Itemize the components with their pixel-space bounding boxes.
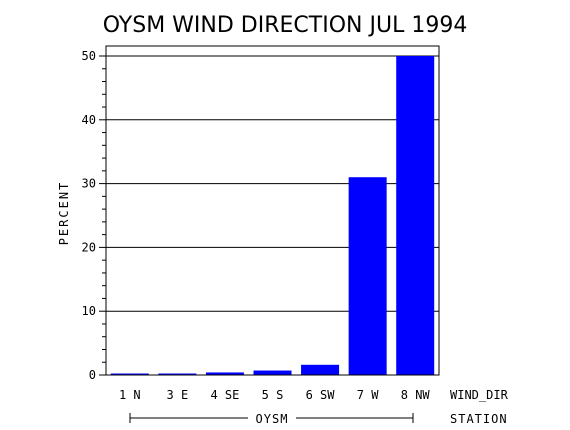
bar xyxy=(158,373,197,375)
y-tick-label: 10 xyxy=(82,304,96,318)
group-bracket: OYSM xyxy=(129,412,414,426)
x-axis: 1 N 3 E 4 SE 5 S 6 SW 7 W 8 NW xyxy=(119,388,430,402)
x-tick-label: 5 S xyxy=(262,388,284,402)
x-tick-label: 8 NW xyxy=(401,388,431,402)
group-axis-label: STATION xyxy=(450,412,508,426)
bar xyxy=(396,56,435,375)
y-axis: 0 10 20 30 40 50 xyxy=(82,49,106,382)
x-tick-label: 6 SW xyxy=(306,388,336,402)
x-tick-label: 1 N xyxy=(119,388,141,402)
x-tick-label: 4 SE xyxy=(210,388,239,402)
y-tick-label: 30 xyxy=(82,177,96,191)
bars xyxy=(110,56,435,375)
bar xyxy=(205,372,244,375)
y-axis-label: PERCENT xyxy=(57,181,71,246)
group-label: OYSM xyxy=(256,412,289,426)
y-tick-label: 0 xyxy=(89,368,96,382)
bar xyxy=(110,373,149,375)
plot-frame xyxy=(105,45,440,376)
y-tick-label: 20 xyxy=(82,240,96,254)
x-axis-label: WIND_DIR xyxy=(450,388,509,402)
bar xyxy=(253,370,292,375)
y-tick-label: 50 xyxy=(82,49,96,63)
bar xyxy=(348,177,387,375)
bar xyxy=(301,364,340,375)
x-tick-label: 7 W xyxy=(357,388,379,402)
y-tick-label: 40 xyxy=(82,113,96,127)
gridlines xyxy=(106,55,439,312)
chart-title: OYSM WIND DIRECTION JUL 1994 xyxy=(103,13,468,38)
x-tick-label: 3 E xyxy=(167,388,189,402)
